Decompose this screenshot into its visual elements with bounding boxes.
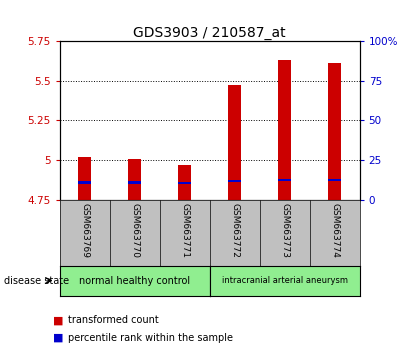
Bar <box>178 165 191 200</box>
Bar <box>328 179 341 181</box>
Text: transformed count: transformed count <box>68 315 159 325</box>
Text: GSM663772: GSM663772 <box>230 202 239 257</box>
Title: GDS3903 / 210587_at: GDS3903 / 210587_at <box>133 26 286 40</box>
Bar <box>79 182 91 183</box>
Bar <box>178 182 191 184</box>
Bar <box>128 182 141 183</box>
Text: ■: ■ <box>53 333 64 343</box>
Text: intracranial arterial aneurysm: intracranial arterial aneurysm <box>222 276 348 285</box>
Text: GSM663770: GSM663770 <box>130 202 139 258</box>
Bar <box>79 157 91 200</box>
Text: GSM663769: GSM663769 <box>80 202 89 258</box>
Bar <box>328 63 341 200</box>
Text: GSM663771: GSM663771 <box>180 202 189 258</box>
Bar <box>278 179 291 181</box>
Bar <box>278 60 291 200</box>
Text: ■: ■ <box>53 315 64 325</box>
Text: disease state: disease state <box>4 275 69 286</box>
Text: GSM663773: GSM663773 <box>280 202 289 258</box>
Text: normal healthy control: normal healthy control <box>79 275 190 286</box>
Bar <box>229 179 241 182</box>
Bar <box>128 159 141 200</box>
Text: percentile rank within the sample: percentile rank within the sample <box>68 333 233 343</box>
Bar <box>229 85 241 200</box>
Text: GSM663774: GSM663774 <box>330 202 339 257</box>
